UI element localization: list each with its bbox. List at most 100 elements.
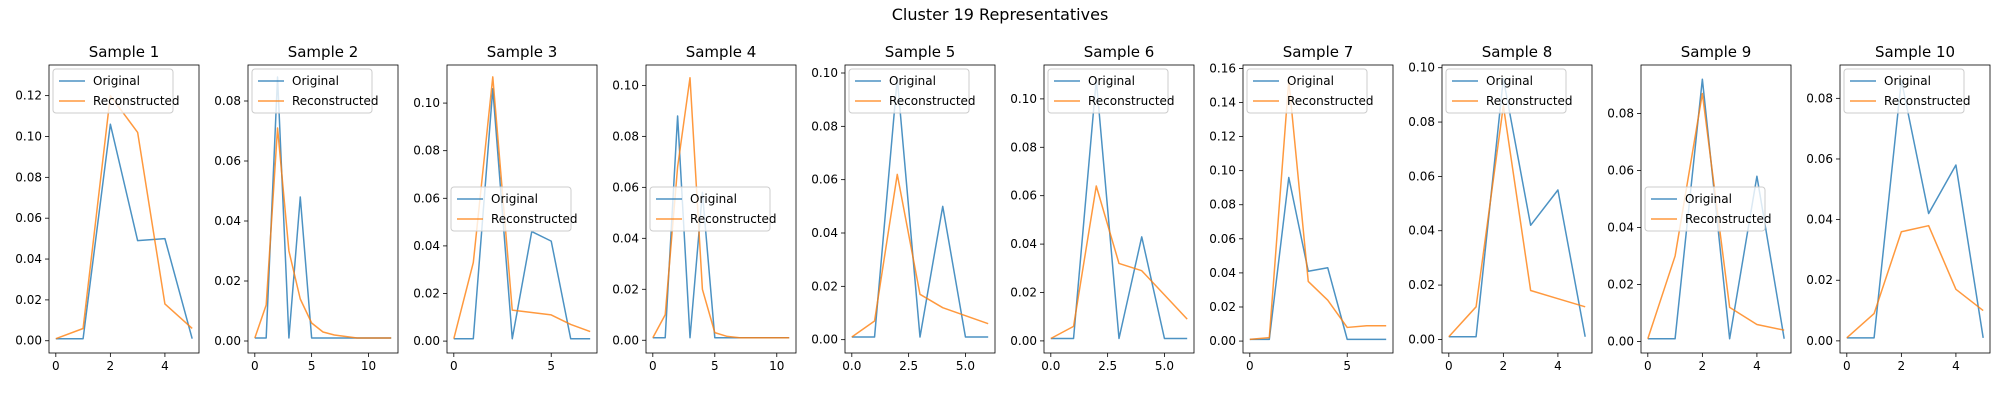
subplot: Sample 9 0 2 4 0.00 0.02 0.04 0.06 0.08 Original R… [1607,43,1792,373]
axes-frame [1839,64,1991,354]
subplot: Sample 5 0.0 2.5 5.0 0.00 0.02 0.04 0.06 0.08 0.1… [811,43,996,373]
y-tick-label: 0.10 [811,66,838,80]
axes-frame [1640,64,1792,354]
series-line-original [1846,79,1984,339]
y-tick-label: 0.16 [1209,61,1236,75]
subplot: Sample 4 0 5 10 0.00 0.02 0.04 0.06 0.08 0.10 Orig… [612,43,797,373]
subplot-title: Sample 3 [487,43,558,61]
y-tick-label: 0.00 [1806,334,1833,348]
x-tick-label: 10 [769,359,784,373]
y-tick-label: 0.02 [1607,278,1634,292]
series-line-reconstructed [1448,105,1586,338]
series-line-reconstructed [1050,185,1188,340]
legend-label-reconstructed: Reconstructed [1884,94,1971,108]
y-tick-label: 0.08 [1209,198,1236,212]
y-tick-label: 0.08 [612,129,639,143]
legend-label-original: Original [1685,192,1732,206]
series-line-reconstructed [851,173,989,338]
legend-label-reconstructed: Reconstructed [1486,94,1573,108]
x-tick-label: 5 [308,359,316,373]
x-tick-label: 0 [1644,359,1652,373]
y-tick-label: 0.02 [1408,278,1435,292]
legend: Original Reconstructed [1246,68,1374,114]
y-tick-label: 0.02 [1209,300,1236,314]
x-tick-label: 2 [107,359,115,373]
x-tick-label: 5 [1343,359,1351,373]
series-line-original [254,76,392,339]
x-tick-label: 5.0 [956,359,975,373]
series-line-original [851,77,989,338]
axes-frame [1441,64,1593,354]
y-tick-label: 0.06 [15,211,42,225]
y-tick-label: 0.02 [413,286,440,300]
subplot-title: Sample 1 [89,43,160,61]
y-tick-label: 0.12 [1209,130,1236,144]
series-line-original [1448,77,1586,338]
y-tick-label: 0.04 [612,231,639,245]
subplot-title: Sample 4 [686,43,757,61]
legend-box [450,186,572,232]
y-tick-label: 0.06 [1607,164,1634,178]
legend: Original Reconstructed [1445,68,1573,114]
subplot: Sample 7 0 5 0.00 0.02 0.04 0.06 0.08 0.10 0.12 0.… [1209,43,1394,373]
subplots-grid: Sample 1 0 2 4 0.00 0.02 0.04 0.06 0.08 0.10 0.12 O… [15,43,1991,373]
y-tick-label: 0.06 [1010,189,1037,203]
x-tick-label: 0 [1843,359,1851,373]
legend: Original Reconstructed [1644,186,1772,232]
x-tick-label: 5.0 [1155,359,1174,373]
y-tick-label: 0.08 [15,170,42,184]
subplot: Sample 1 0 2 4 0.00 0.02 0.04 0.06 0.08 0.10 0.12 O… [15,43,200,373]
y-tick-label: 0.00 [612,333,639,347]
y-tick-label: 0.04 [15,252,42,266]
legend: Original Reconstructed [450,186,578,232]
y-tick-label: 0.08 [1408,115,1435,129]
legend: Original Reconstructed [848,68,976,114]
x-tick-label: 0 [450,359,458,373]
x-tick-label: 4 [1554,359,1562,373]
legend-box [52,68,174,114]
y-tick-label: 0.02 [15,293,42,307]
y-tick-label: 0.00 [1408,332,1435,346]
y-tick-label: 0.00 [413,334,440,348]
axes-frame [446,64,598,354]
x-tick-label: 10 [361,359,376,373]
legend-label-original: Original [690,192,737,206]
legend-box [1445,68,1567,114]
y-tick-label: 0.06 [1806,152,1833,166]
legend-label-reconstructed: Reconstructed [491,212,578,226]
legend-label-reconstructed: Reconstructed [1088,94,1175,108]
subplot-title: Sample 2 [288,43,359,61]
axes-frame [844,64,996,354]
y-tick-label: 0.04 [1209,266,1236,280]
legend-label-reconstructed: Reconstructed [690,212,777,226]
series-line-reconstructed [55,94,193,340]
series-line-reconstructed [254,127,392,339]
subplot: Sample 8 0 2 4 0.00 0.02 0.04 0.06 0.08 0.10 Origi… [1408,43,1593,373]
y-tick-label: 0.04 [214,214,241,228]
subplot: Sample 6 0.0 2.5 5.0 0.00 0.02 0.04 0.06 0.08 0.1… [1010,43,1195,373]
x-tick-label: 0 [1246,359,1254,373]
y-tick-label: 0.12 [15,89,42,103]
y-tick-label: 0.02 [811,279,838,293]
legend-label-original: Original [491,192,538,206]
legend: Original Reconstructed [1047,68,1175,114]
y-tick-label: 0.04 [1607,221,1634,235]
y-tick-label: 0.00 [15,334,42,348]
y-tick-label: 0.10 [413,96,440,110]
y-tick-label: 0.00 [811,333,838,347]
legend: Original Reconstructed [52,68,180,114]
y-tick-label: 0.06 [1209,232,1236,246]
legend-label-original: Original [889,74,936,88]
x-tick-label: 0 [649,359,657,373]
x-tick-label: 2 [1898,359,1906,373]
y-tick-label: 0.04 [811,226,838,240]
legend: Original Reconstructed [649,186,777,232]
legend-label-original: Original [1287,74,1334,88]
x-tick-label: 0 [52,359,60,373]
y-tick-label: 0.02 [1806,273,1833,287]
series-line-original [1249,176,1387,341]
x-tick-label: 2 [1500,359,1508,373]
series-line-reconstructed [1249,79,1387,341]
legend-box [1246,68,1368,114]
x-tick-label: 4 [1753,359,1761,373]
